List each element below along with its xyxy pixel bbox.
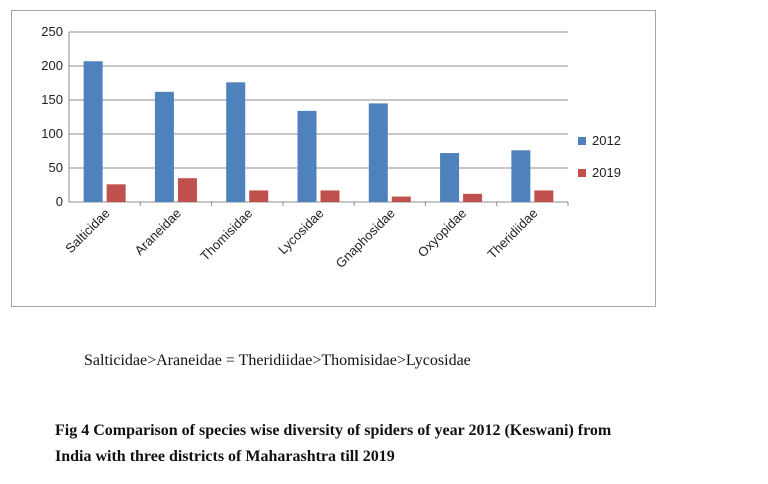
caption-line-2: India with three districts of Maharashtr… [55,448,395,465]
x-tick-label: Oxyopidae [415,206,470,261]
family-order-text: Salticidae>Araneidae = Theridiidae>Thomi… [84,352,471,369]
bar-2012-salticidae [83,61,103,202]
caption-line-1: Fig 4 Comparison of species wise diversi… [55,422,612,439]
bar-2019-salticidae [106,184,126,202]
legend-swatch-2019 [578,169,586,177]
legend-swatch-2012 [578,137,586,145]
x-tick-label: Araneidae [132,206,185,259]
y-tick-label: 150 [41,92,63,107]
x-tick-label: Thomisidae [197,206,255,264]
x-tick-label: Theridiidae [484,206,540,262]
bar-2019-oxyopidae [463,193,483,202]
legend-label-2012: 2012 [592,133,621,148]
x-tick-label: Lycosidae [275,206,327,258]
bar-2019-araneidae [177,178,197,202]
legend-label-2019: 2019 [592,165,621,180]
bar-2019-theridiidae [534,190,554,202]
chart-frame: 0 50 100 150 200 250 Salticidae Araneidae Thomis… [11,10,656,307]
y-tick-label: 250 [41,24,63,39]
y-tick-label: 0 [56,194,63,209]
x-tick-label: Gnaphosidae [333,206,398,271]
bar-2019-gnaphosidae [391,196,411,202]
y-tick-label: 100 [41,126,63,141]
bar-2019-thomisidae [249,190,269,202]
x-tick-label: Salticidae [62,206,112,256]
bar-2012-lycosidae [297,110,317,202]
bar-2012-araneidae [154,91,174,202]
bar-2012-gnaphosidae [368,103,388,202]
bar-2012-theridiidae [511,150,531,202]
bar-2012-oxyopidae [440,153,460,202]
bar-chart: 0 50 100 150 200 250 Salticidae Araneidae Thomis… [41,24,621,271]
y-tick-label: 50 [49,160,63,175]
figure-caption: Fig 4 Comparison of species wise diversi… [55,418,760,470]
bar-2012-thomisidae [226,82,246,202]
y-tick-label: 200 [41,58,63,73]
bar-2019-lycosidae [320,190,340,202]
